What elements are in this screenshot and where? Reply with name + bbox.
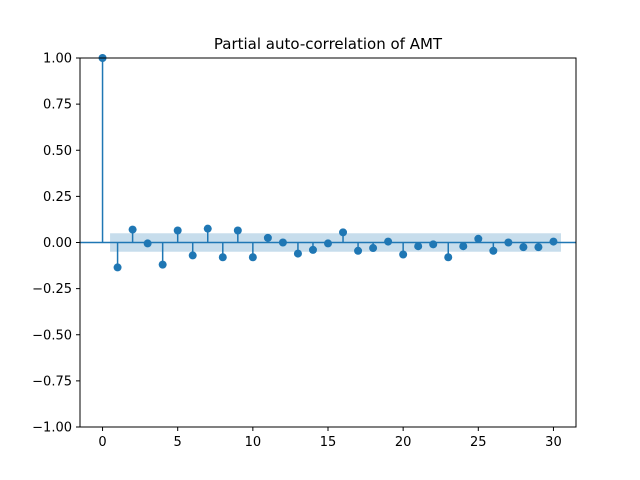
data-point	[173, 226, 182, 235]
x-tick-label: 15	[320, 435, 337, 450]
y-tick-label: −0.25	[32, 282, 72, 297]
data-point	[534, 243, 543, 252]
data-point	[474, 234, 483, 243]
x-tick-label: 10	[245, 435, 262, 450]
data-point	[549, 237, 558, 246]
y-tick-label: 0.25	[43, 190, 72, 205]
data-point	[158, 260, 167, 269]
data-point	[339, 228, 348, 237]
data-point	[489, 246, 498, 255]
x-tick-label: 30	[545, 435, 562, 450]
data-point	[233, 226, 242, 235]
data-point	[369, 244, 378, 253]
y-tick-label: −0.75	[32, 374, 72, 389]
data-point	[519, 243, 528, 252]
data-point	[399, 250, 408, 259]
data-point	[128, 225, 137, 234]
y-tick-label: −1.00	[32, 421, 72, 436]
data-point	[444, 253, 453, 262]
data-point	[278, 238, 287, 247]
plot-area: 0 5 10 15 20 25 30 1.00 0.75 0.50 0.25 0.00 −0.25 −0.…	[32, 52, 577, 450]
x-tick-label: 20	[395, 435, 412, 450]
data-point	[293, 249, 302, 258]
y-tick-label: 1.00	[43, 52, 72, 67]
x-tick-label: 5	[174, 435, 182, 450]
data-point	[248, 253, 257, 262]
y-tick-label: 0.50	[43, 144, 72, 159]
data-point	[324, 239, 332, 248]
data-point	[459, 242, 468, 251]
y-tick-label: −0.50	[32, 328, 72, 343]
x-tick-label: 25	[470, 435, 487, 450]
data-point	[429, 240, 438, 249]
data-point	[354, 246, 363, 255]
data-point	[384, 237, 393, 246]
data-point	[113, 263, 122, 272]
data-point	[218, 253, 227, 262]
data-point	[308, 245, 317, 254]
y-tick-label: 0.00	[43, 236, 72, 251]
data-point	[414, 242, 423, 251]
data-point	[504, 238, 513, 247]
data-point	[143, 239, 152, 248]
data-point	[188, 251, 197, 260]
chart-title: Partial auto-correlation of AMT	[214, 35, 443, 53]
data-point	[203, 224, 212, 233]
data-point	[263, 233, 272, 242]
y-tick-label: 0.75	[43, 98, 72, 113]
x-tick-label: 0	[98, 435, 106, 450]
